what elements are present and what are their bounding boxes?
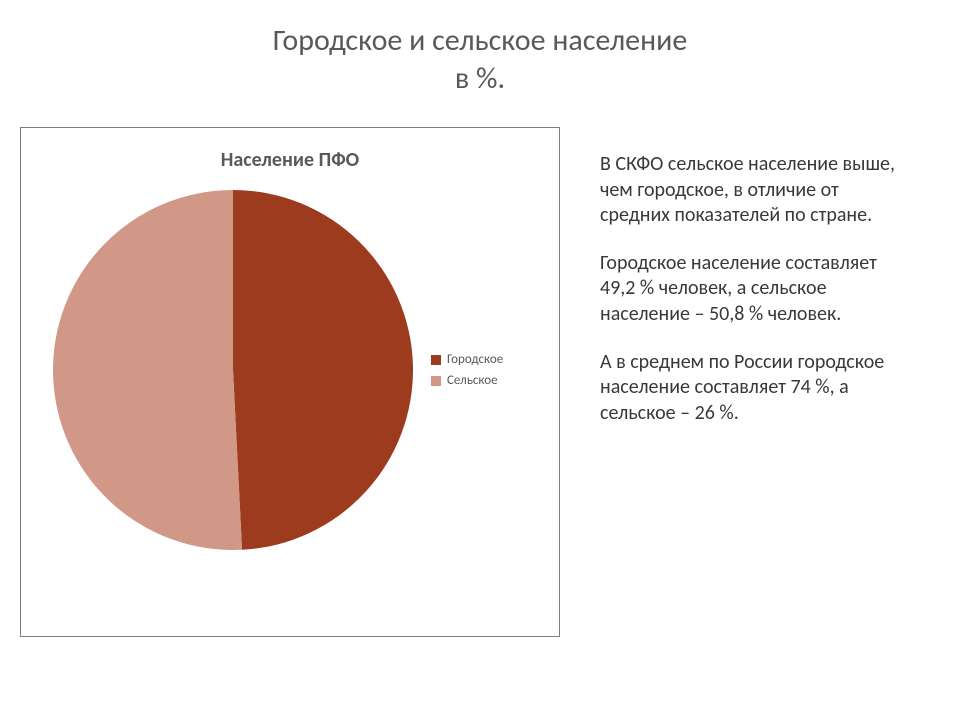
chart-panel: Население ПФО Городское Сельское [20, 127, 560, 637]
slide-title: Городское и сельское население в %. [0, 0, 960, 97]
paragraph-3: А в среднем по России городское населени… [600, 350, 912, 427]
chart-body: Городское Сельское [33, 190, 547, 550]
text-panel: В СКФО сельское население выше, чем горо… [560, 127, 940, 637]
slide-title-line2: в %. [455, 60, 505, 97]
content-row: Население ПФО Городское Сельское В СКФО … [0, 97, 960, 657]
legend-swatch-urban [431, 355, 441, 365]
paragraph-1: В СКФО сельское население выше, чем горо… [600, 152, 912, 229]
slide-title-line1: Городское и сельское население [273, 22, 688, 59]
pie-slice [53, 190, 242, 550]
paragraph-2: Городское население составляет 49,2 % че… [600, 251, 912, 328]
legend-item-rural: Сельское [431, 373, 503, 388]
legend-item-urban: Городское [431, 352, 503, 367]
pie-svg [53, 190, 413, 550]
legend-label-rural: Сельское [447, 373, 498, 388]
legend-label-urban: Городское [447, 352, 503, 367]
pie-slice [233, 190, 413, 550]
legend-swatch-rural [431, 376, 441, 386]
pie-chart [53, 190, 413, 550]
chart-title: Население ПФО [33, 148, 547, 172]
legend: Городское Сельское [431, 352, 503, 388]
